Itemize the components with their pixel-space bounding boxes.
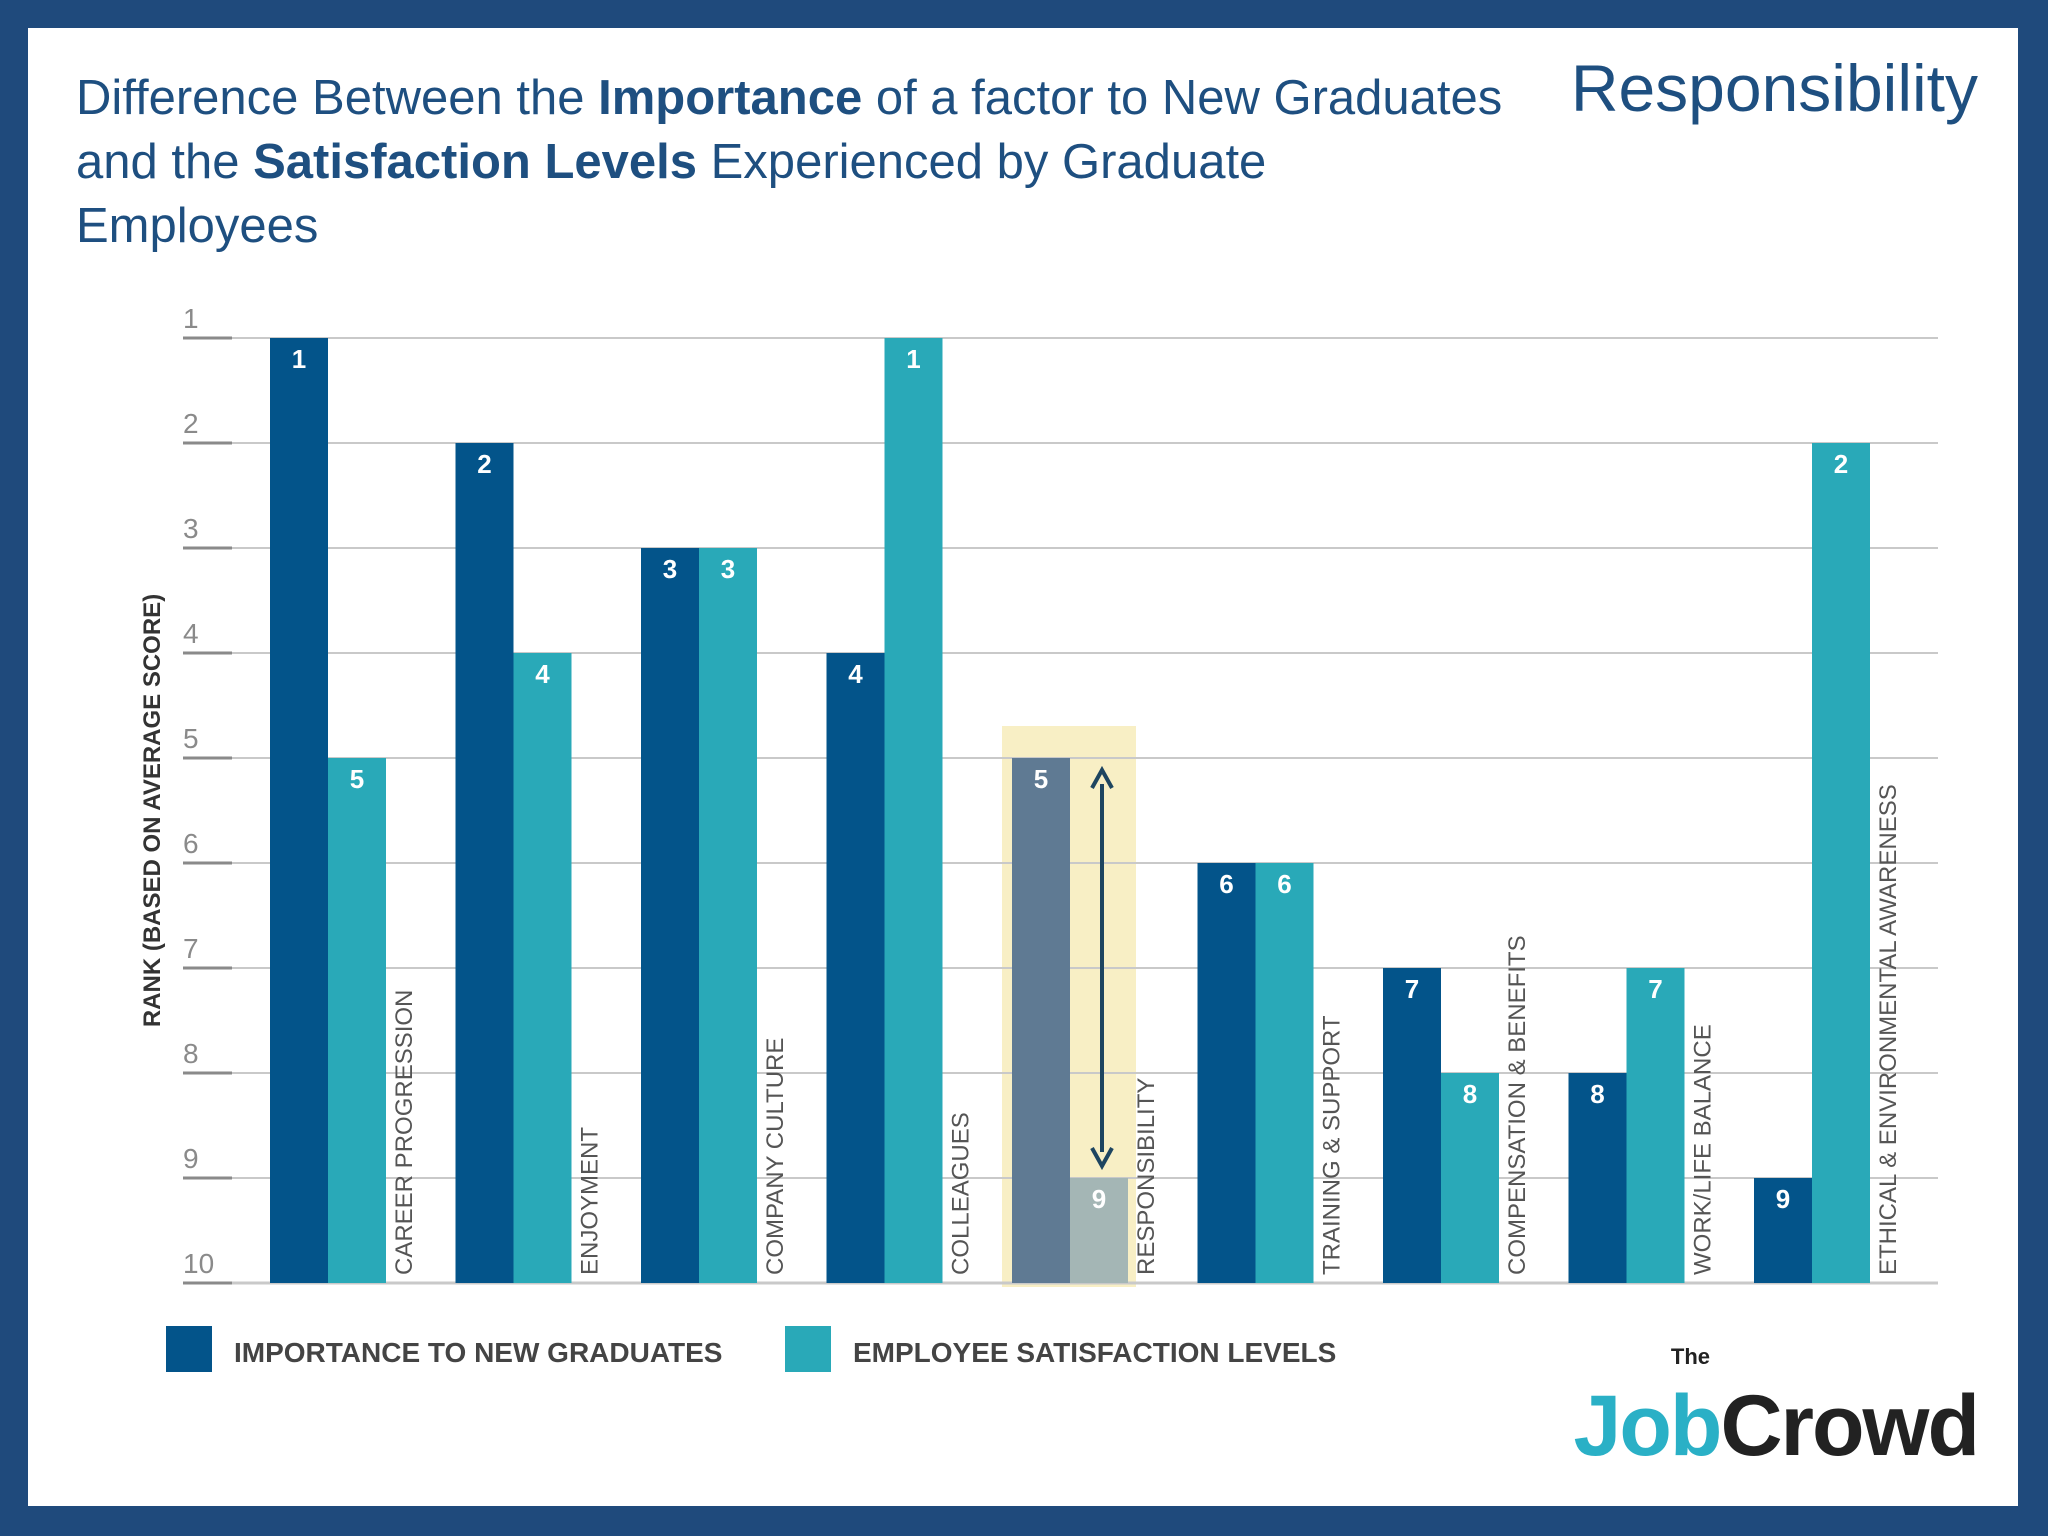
logo-wordmark: JobCrowd xyxy=(1573,1378,1980,1474)
importance-bar xyxy=(1568,1073,1627,1283)
arrow-head-top xyxy=(1090,765,1114,789)
title-part-2: of a factor to New Graduates and the xyxy=(76,71,1503,189)
legend-swatch xyxy=(166,1326,212,1372)
satisfaction-bar xyxy=(1441,1073,1499,1283)
importance-bar xyxy=(270,338,328,1283)
category-label: COMPANY CULTURE xyxy=(762,1038,789,1275)
satisfaction-bar xyxy=(699,548,757,1283)
bar-value-label: 3 xyxy=(721,554,735,584)
slide: Difference Between the Importance of a f… xyxy=(28,28,2018,1506)
legend-label: EMPLOYEE SATISFACTION LEVELS xyxy=(853,1337,1336,1368)
bar-value-label: 6 xyxy=(1219,869,1233,899)
category-label: CAREER PROGRESSION xyxy=(391,990,418,1275)
bar-value-label: 4 xyxy=(848,659,863,689)
bar-value-label: 4 xyxy=(535,659,550,689)
bar-value-label: 9 xyxy=(1776,1184,1790,1214)
satisfaction-bar xyxy=(1070,1178,1128,1283)
logo-crowd-text: Crowd xyxy=(1720,1378,1980,1474)
y-tick-label: 2 xyxy=(183,408,199,439)
bar-value-label: 7 xyxy=(1405,974,1419,1004)
importance-bar xyxy=(455,443,514,1283)
y-tick-label: 1 xyxy=(183,303,199,334)
bar-value-label: 2 xyxy=(477,449,491,479)
title-part-1: Importance xyxy=(598,71,863,125)
importance-bar xyxy=(1754,1178,1812,1283)
category-label: RESPONSIBILITY xyxy=(1133,1078,1160,1275)
importance-bar xyxy=(1383,968,1441,1283)
category-label: COLLEAGUES xyxy=(948,1112,975,1275)
bar-value-label: 1 xyxy=(292,344,306,374)
y-tick-label: 9 xyxy=(183,1143,199,1174)
title-part-4: Experienced by Graduate Employees xyxy=(76,135,1267,253)
y-tick-label: 8 xyxy=(183,1038,199,1069)
bar-value-label: 7 xyxy=(1648,974,1662,1004)
legend-swatch xyxy=(785,1326,831,1372)
bar-value-label: 8 xyxy=(1590,1079,1604,1109)
bar-value-label: 5 xyxy=(1034,764,1048,794)
satisfaction-bar xyxy=(1626,968,1685,1283)
importance-bar xyxy=(1012,758,1070,1283)
bar-value-label: 1 xyxy=(906,344,920,374)
bar-value-label: 6 xyxy=(1277,869,1291,899)
satisfaction-bar xyxy=(328,758,386,1283)
chart-title: Difference Between the Importance of a f… xyxy=(76,66,1516,258)
satisfaction-bar xyxy=(1812,443,1870,1283)
jobcrowd-logo: The JobCrowd xyxy=(1558,1344,1980,1474)
title-part-0: Difference Between the xyxy=(76,71,599,125)
legend-label: IMPORTANCE TO NEW GRADUATES xyxy=(234,1337,722,1368)
importance-bar xyxy=(1197,863,1256,1283)
satisfaction-bar xyxy=(884,338,943,1283)
category-label: COMPENSATION & BENEFITS xyxy=(1504,935,1531,1275)
y-tick-label: 5 xyxy=(183,723,199,754)
satisfaction-bar xyxy=(513,653,572,1283)
logo-job-text: Job xyxy=(1573,1378,1723,1474)
importance-bar xyxy=(641,548,699,1283)
category-label: WORK/LIFE BALANCE xyxy=(1690,1024,1717,1275)
category-label: ENJOYMENT xyxy=(577,1127,604,1275)
category-label: ETHICAL & ENVIRONMENTAL AWARENESS xyxy=(1875,784,1902,1275)
logo-the-text: The xyxy=(1670,1344,1710,1369)
y-tick-label: 10 xyxy=(183,1248,214,1279)
arrow-head-bottom xyxy=(1090,1147,1114,1171)
importance-bar xyxy=(826,653,885,1283)
y-tick-label: 4 xyxy=(183,618,199,649)
topic-heading: Responsibility xyxy=(1570,51,1978,125)
y-tick-label: 6 xyxy=(183,828,199,859)
bar-value-label: 9 xyxy=(1092,1184,1106,1214)
bar-value-label: 5 xyxy=(350,764,364,794)
bar-value-label: 8 xyxy=(1463,1079,1477,1109)
bar-chart: 1 2 3 4 5 6 7 8 9 10 RANK (BASED ON AVERAGE SCORE)… xyxy=(139,303,1938,1372)
bar-value-label: 3 xyxy=(663,554,677,584)
category-label: TRAINING & SUPPORT xyxy=(1319,1015,1346,1275)
satisfaction-bar xyxy=(1255,863,1314,1283)
bar-value-label: 2 xyxy=(1834,449,1848,479)
y-tick-label: 7 xyxy=(183,933,199,964)
y-tick-label: 3 xyxy=(183,513,199,544)
title-part-3: Satisfaction Levels xyxy=(253,135,698,189)
y-axis-label: RANK (BASED ON AVERAGE SCORE) xyxy=(139,594,166,1027)
